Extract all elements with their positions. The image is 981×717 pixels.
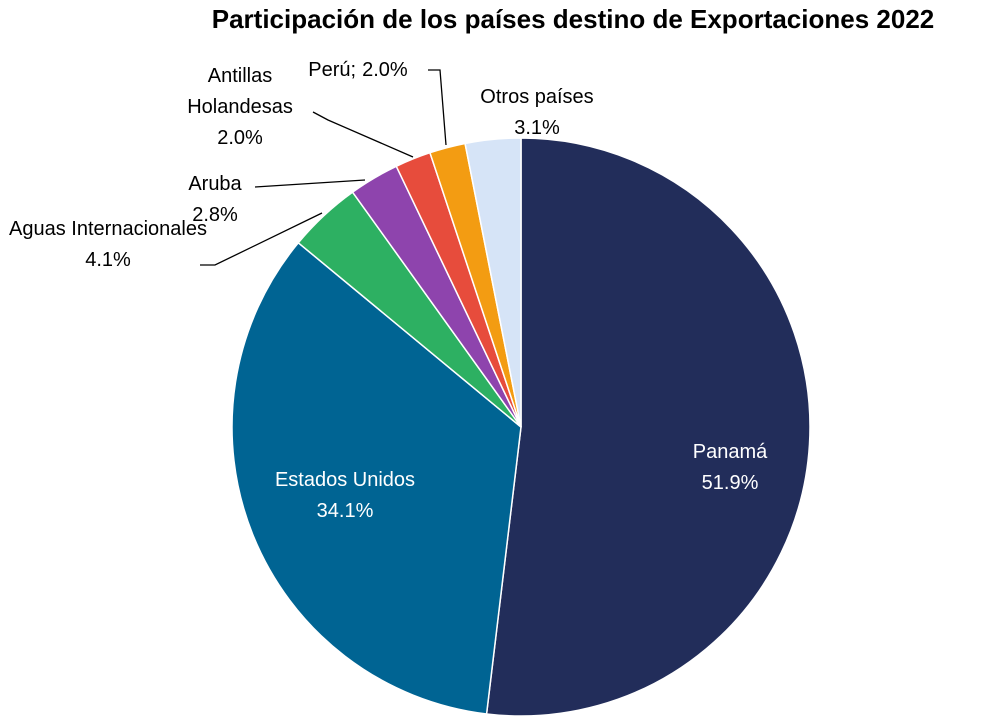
label-value: 2.8% [192, 204, 238, 226]
pie-slice [231, 241, 522, 715]
data-label: Antillas Holandesas 2.0% [175, 61, 305, 154]
chart-title: Participación de los países destino de E… [211, 4, 935, 34]
label-value: 2.0% [217, 127, 263, 149]
label-category: Panamá [692, 441, 768, 463]
label-category: Aguas Internacionales [9, 218, 207, 240]
label-value: 2.0% [362, 59, 408, 81]
label-category: Antillas Holandesas [187, 65, 293, 118]
pie-slice [464, 137, 522, 428]
leader-line [254, 179, 366, 188]
data-label: Aguas Internacionales 4.1% [8, 214, 208, 276]
data-label: Perú; 2.0% [278, 55, 438, 86]
data-label: Aruba 2.8% [155, 169, 275, 231]
label-value: 4.1% [85, 249, 131, 271]
label-category: Perú; [308, 59, 357, 81]
leader-line [200, 212, 323, 266]
label-value: 34.1% [316, 500, 374, 522]
leader-line [312, 111, 414, 158]
label-value: 51.9% [701, 472, 759, 494]
leader-line [428, 69, 447, 146]
data-label: Otros países 3.1% [437, 82, 637, 144]
pie-slice [485, 137, 811, 717]
label-category: Estados Unidos [274, 469, 416, 491]
label-category: Otros países [480, 86, 594, 108]
label-value: 3.1% [514, 117, 560, 139]
data-label: Estados Unidos 34.1% [235, 465, 455, 527]
label-category: Aruba [188, 173, 242, 195]
data-label: Panamá 51.9% [630, 437, 830, 499]
